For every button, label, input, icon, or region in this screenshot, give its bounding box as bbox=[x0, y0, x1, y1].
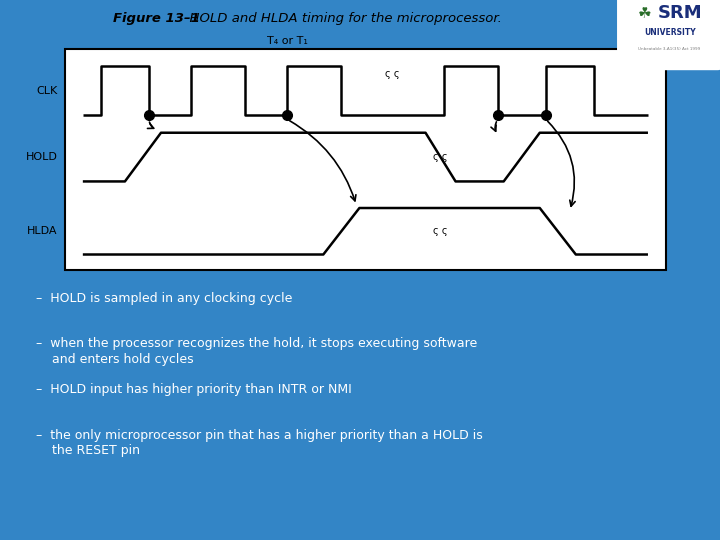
Text: Unbeatable 3-A1(35) Act 1999: Unbeatable 3-A1(35) Act 1999 bbox=[639, 46, 701, 51]
Text: UNIVERSITY: UNIVERSITY bbox=[644, 28, 696, 37]
Text: Figure 13–1: Figure 13–1 bbox=[113, 12, 199, 25]
Text: –  HOLD input has higher priority than INTR or NMI: – HOLD input has higher priority than IN… bbox=[36, 383, 352, 396]
Text: ☘: ☘ bbox=[638, 6, 651, 21]
Text: T₄ or T₁: T₄ or T₁ bbox=[267, 36, 307, 46]
Text: HOLD and HLDA timing for the microprocessor.: HOLD and HLDA timing for the microproces… bbox=[181, 12, 502, 25]
Text: HOLD: HOLD bbox=[26, 152, 58, 162]
Text: CLK: CLK bbox=[36, 86, 58, 96]
FancyBboxPatch shape bbox=[65, 49, 666, 270]
Text: –  when the processor recognizes the hold, it stops executing software
    and e: – when the processor recognizes the hold… bbox=[36, 338, 477, 366]
Text: HLDA: HLDA bbox=[27, 226, 58, 237]
FancyBboxPatch shape bbox=[617, 0, 720, 70]
Text: SRM: SRM bbox=[658, 4, 703, 23]
Text: ς ς: ς ς bbox=[385, 69, 400, 79]
Text: ς ς: ς ς bbox=[433, 152, 448, 162]
Text: ς ς: ς ς bbox=[433, 226, 448, 237]
Text: –  the only microprocessor pin that has a higher priority than a HOLD is
    the: – the only microprocessor pin that has a… bbox=[36, 429, 482, 457]
Text: –  HOLD is sampled in any clocking cycle: – HOLD is sampled in any clocking cycle bbox=[36, 292, 292, 305]
